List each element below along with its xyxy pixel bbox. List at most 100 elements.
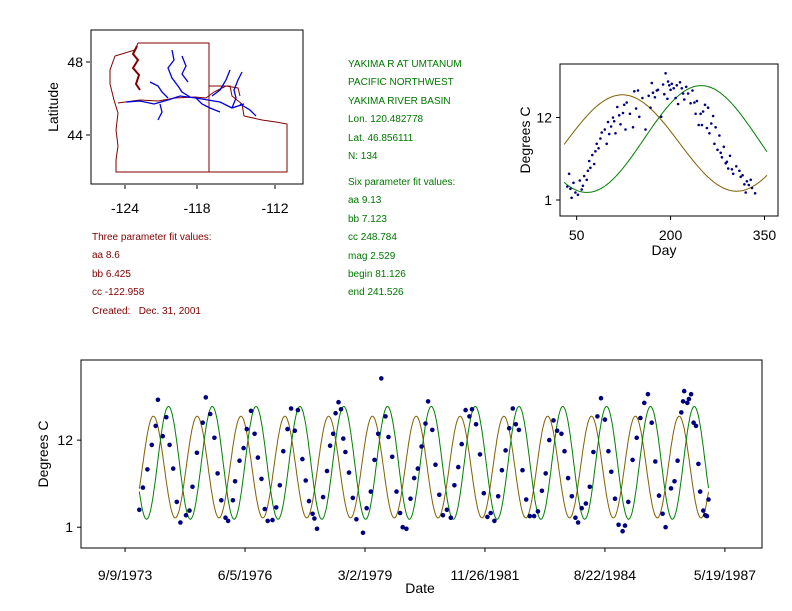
timeseries-data-point (575, 520, 581, 525)
timeseries-data-point (685, 400, 690, 406)
timeseries-data-point (686, 396, 692, 402)
timeseries-data-point (701, 508, 706, 513)
timeseries-data-point (495, 494, 501, 499)
timeseries-data-point (477, 452, 483, 457)
timeseries-y-axis-label: Degrees C (35, 421, 51, 488)
timeseries-data-point (696, 461, 701, 467)
map-panel: -124 -118 -112 48 44 Latitude (45, 29, 304, 216)
seasonal-data-point (587, 159, 591, 163)
seasonal-data-point (728, 154, 732, 158)
seasonal-data-point (600, 131, 603, 134)
seasonal-data-point (580, 188, 583, 191)
seasonal-data-point (582, 174, 586, 178)
timeseries-data-point (642, 400, 647, 406)
seasonal-data-point (722, 145, 726, 149)
seasonal-data-point (689, 102, 692, 105)
timeseries-data-point (591, 449, 596, 455)
seasonal-data-point (676, 102, 680, 106)
seasonal-data-point (603, 128, 607, 131)
timeseries-data-point (397, 510, 403, 516)
timeseries-data-point (456, 464, 461, 470)
timeseries-data-point (389, 454, 395, 460)
map-river (231, 71, 243, 109)
seasonal-data-point (730, 168, 734, 171)
seasonal-data-point (607, 132, 611, 136)
seasonal-data-point (599, 137, 602, 140)
timeseries-data-point (691, 420, 696, 426)
map-state-boundaries (109, 42, 288, 173)
station-latitude: Lat. 46.856111 (348, 132, 414, 144)
seasonal-data-point (749, 178, 752, 182)
timeseries-data-point (626, 499, 631, 505)
timeseries-data-point (295, 407, 301, 413)
timeseries-data-point (360, 530, 366, 536)
seasonal-data-point (617, 114, 621, 117)
timeseries-data-point (300, 456, 305, 462)
seasonal-data-point (669, 88, 672, 92)
map-river (195, 97, 221, 113)
timeseries-fit-curves (138, 405, 709, 520)
seasonal-y-axis: 12 1 (536, 110, 560, 208)
seasonal-data-point (569, 187, 572, 191)
seasonal-data-point (636, 89, 640, 92)
timeseries-data-point (346, 470, 352, 475)
timeseries-data-point (668, 486, 674, 491)
seasonal-data-point (651, 91, 655, 94)
timeseries-x-axis-label: Date (405, 580, 435, 596)
timeseries-data-point (616, 522, 621, 528)
timeseries-data-point (680, 399, 686, 404)
station-region: PACIFIC NORTHWEST (348, 77, 454, 89)
timeseries-data-point (681, 388, 687, 394)
timeseries-data-point (230, 498, 236, 503)
timeseries-three-parameter-curve (138, 415, 709, 519)
timeseries-data-point (194, 450, 200, 456)
timeseries-data-point (237, 458, 242, 464)
six-parameter-begin: begin 81.126 (348, 269, 406, 281)
timeseries-data-point (565, 475, 571, 481)
timeseries-six-parameter-curve (138, 405, 709, 520)
timeseries-data-point (281, 448, 286, 454)
seasonal-data-point (606, 120, 610, 124)
timeseries-data-point (306, 498, 312, 504)
timeseries-data-point (704, 513, 710, 519)
seasonal-data-point (695, 99, 699, 103)
seasonal-data-point (578, 179, 582, 182)
seasonal-data-point (594, 150, 597, 153)
seasonal-data-point (713, 142, 716, 146)
seasonal-data-point (710, 122, 713, 125)
map-y-axis: 48 44 Latitude (45, 54, 90, 143)
timeseries-data-point (167, 442, 172, 448)
timeseries-data-point (551, 418, 556, 423)
seasonal-data-point (703, 103, 707, 107)
seasonal-data-point (572, 181, 575, 185)
map-state-line (225, 85, 241, 97)
seasonal-data-point (612, 120, 616, 123)
seasonal-data-point (714, 126, 717, 129)
seasonal-data-point (570, 196, 573, 200)
timeseries-data-point (212, 435, 217, 441)
seasonal-data-point (753, 192, 757, 195)
timeseries-data-point (327, 443, 333, 449)
timeseries-data-point (660, 511, 665, 517)
timeseries-data-point (425, 399, 431, 404)
timeseries-data-point (354, 517, 359, 522)
map-y-tick-label: 48 (67, 54, 83, 70)
map-frame (90, 29, 304, 185)
timeseries-x-tick-label: 8/22/1984 (574, 567, 636, 583)
timeseries-data-point (520, 467, 525, 473)
seasonal-data-point (686, 92, 690, 95)
seasonal-data-point (666, 97, 669, 101)
timeseries-data-point (706, 497, 711, 502)
seasonal-x-axis: 50 200 350 (569, 216, 776, 243)
created-date: Created: Dec. 31, 2001 (92, 305, 201, 317)
timeseries-data-point (579, 505, 584, 511)
seasonal-data-point (674, 96, 677, 100)
timeseries-data-point (379, 376, 384, 381)
three-parameter-aa: aa 8.6 (92, 250, 120, 262)
seasonal-data-point (656, 88, 660, 92)
timeseries-data-point (573, 515, 578, 520)
timeseries-data-point (606, 448, 611, 454)
seasonal-data-point (693, 101, 696, 104)
timeseries-y-tick-label: 12 (57, 432, 73, 448)
timeseries-data-point (469, 407, 475, 412)
